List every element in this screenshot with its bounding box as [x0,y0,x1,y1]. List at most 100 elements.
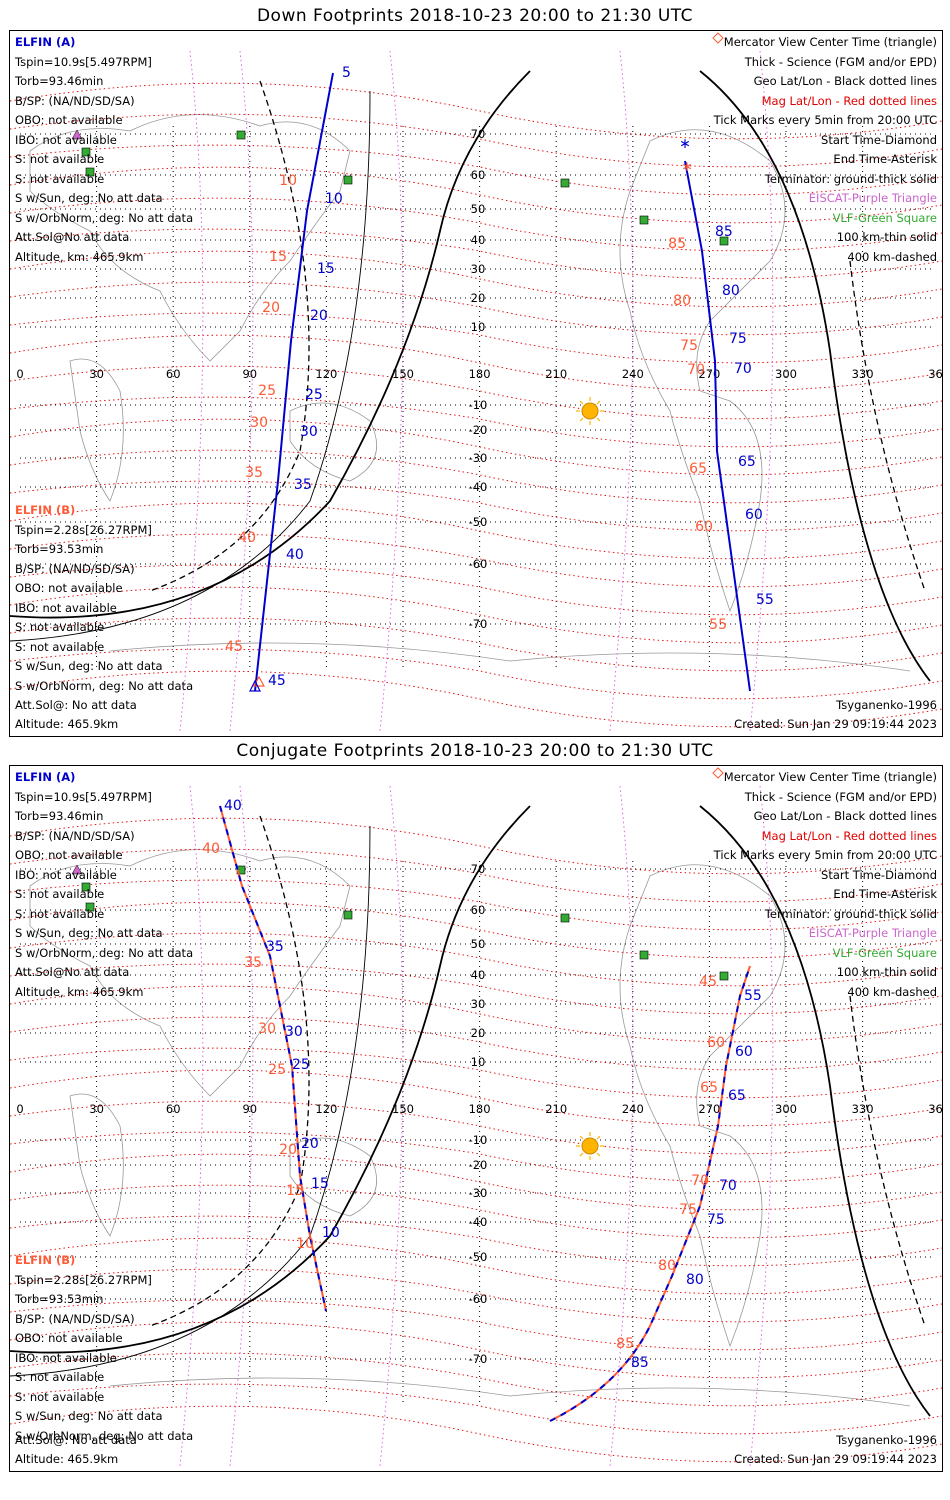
mag-parallel [10,985,942,1043]
coastline [29,114,351,362]
lat-tick-label: 40 [471,968,486,982]
elfin-a-tick-label: 10 [322,1225,340,1241]
mag-meridian [749,50,774,732]
elfin-b-tick-label: 70 [691,1173,709,1189]
mag-parallel [10,449,942,504]
elfin-b-tick-label: 45 [225,639,243,655]
elfin-b-tick-label: 15 [286,1183,304,1199]
mag-parallel [10,396,942,448]
conjugate-footprints-map: 0 30 60 90 120 150 180 210 240 270 300 330 360 70 60 50… [10,767,942,1467]
lon-tick-label: 360 [928,367,942,381]
elfin-a-line: Tspin=10.9s[5.497RPM] [15,789,152,804]
elfin-a-line: S w/OrbNorm, deg: No att data [15,210,194,225]
mag-parallel [10,312,942,364]
mag-parallel [10,1100,942,1155]
elfin-b-line: S w/Sun, deg: No att data [15,659,163,673]
elfin-a-info: ELFIN (A) Tspin=10.9s[5.497RPM] Torb=93.… [15,33,193,267]
lat-tick-label: -50 [469,515,488,529]
elfin-b-track-west [219,805,327,1312]
mag-parallel [10,879,942,931]
elfin-a-tick-label: 65 [728,1088,746,1104]
elfin-b-info: ELFIN (B) Tspin=2.28s[26.27RPM] Torb=93.… [15,501,193,696]
lat-tick-label: -40 [469,480,488,494]
legend-item: Terminator: ground-thick solid [764,171,937,186]
lat-tick-label: 50 [471,937,486,951]
lon-tick-label: 150 [392,367,414,381]
lat-tick-label: -70 [469,617,488,631]
lon-tick-label: 150 [392,1102,414,1116]
model-label: Tsyganenko-1996 [836,698,937,712]
lat-tick-label: -50 [469,1250,488,1264]
lon-tick-label: 60 [166,1102,181,1116]
lat-tick-label: 30 [471,997,486,1011]
elfin-a-tick-label: 70 [734,361,752,377]
dashed-400km-line-east [849,995,926,1327]
elfin-b-tick-label: 35 [245,465,263,481]
elfin-b-tick-label: 85 [668,236,686,252]
mag-parallel [10,281,942,336]
vlf-station-square [85,167,95,177]
legend-item: Start Time-Diamond [821,132,937,147]
mag-parallel [10,1383,942,1435]
legend-item: Geo Lat/Lon - Black dotted lines [753,809,937,823]
legend-item: End Time-Asterisk [833,152,937,166]
legend-item: Mag Lat/Lon - Red dotted lines [761,93,937,108]
elfin-a-tick-label: 15 [311,1176,329,1192]
elfin-a-tick-label: 60 [745,507,763,523]
mag-parallel [10,228,942,280]
legend-item: Geo Lat/Lon - Black dotted lines [753,74,937,88]
elfin-a-line: Tspin=10.9s[5.497RPM] [15,54,152,69]
mag-parallel [10,963,942,1015]
vlf-station-square [639,215,649,225]
start-time-diamond [712,32,724,44]
lat-tick-label: -40 [469,1215,488,1229]
elfin-b-line: Tspin=2.28s[26.27RPM] [15,522,152,537]
legend-item: 100 km-thin solid [836,965,937,979]
mag-parallel [10,1237,942,1295]
elfin-a-tick-label: 55 [756,592,774,608]
mag-parallel [10,1352,942,1407]
legend-item: Tick Marks every 5min from 20:00 UTC [713,113,937,127]
elfin-a-info: ELFIN (A) Tspin=10.9s[5.497RPM] Torb=93.… [15,768,193,1002]
terminator-west [10,805,531,1354]
elfin-a-tick-label: 75 [707,1212,725,1228]
lat-tick-label: 10 [471,320,486,334]
lat-tick-label: 20 [471,291,486,305]
mag-parallel [10,1047,942,1099]
lat-tick-label: 60 [471,903,486,917]
mag-meridian [179,785,204,1467]
elfin-b-altitude: Altitude: 465.9km [15,1452,119,1466]
elfin-b-tick-label: 10 [296,1236,314,1252]
elfin-a-tick-label: 85 [631,1355,649,1371]
lat-tick-label: -10 [469,398,488,412]
elfin-b-tick-label: 80 [658,1258,676,1274]
elfin-b-tick-label: 15 [269,249,287,265]
elfin-a-tick-label: 20 [310,308,328,324]
mag-parallel [10,1153,942,1211]
coastline [289,1137,378,1217]
sun-icon [581,402,599,420]
elfin-b-line: S w/OrbNorm, deg: No att data [15,1428,194,1443]
mag-parallel [10,670,942,728]
mag-parallel [10,1131,942,1183]
panel-title-down: Down Footprints 2018-10-23 20:00 to 21:3… [256,6,694,26]
elfin-a-tick-label: 10 [325,191,343,207]
lat-tick-label: 30 [471,262,486,276]
legend-item: VLF-Green Square [832,945,937,960]
lon-tick-label: 180 [469,367,491,381]
lon-tick-label: 90 [242,367,257,381]
elfin-b-tick-label: 80 [673,293,691,309]
elfin-a-line: Torb=93.46min [15,74,104,88]
elfin-a-tick-label: 75 [729,331,747,347]
elfin-b-tick-label: 30 [250,415,268,431]
legend-item: 400 km-dashed [847,249,937,264]
elfin-b-tick-label: 70 [687,362,705,378]
mag-parallel [10,502,942,560]
down-footprints-panel: 0306090120150180210240270300330360706050… [9,30,943,737]
sun-ray [579,1152,584,1157]
eiscat-triangle [71,129,83,140]
legend-item: Tick Marks every 5min from 20:00 UTC [713,848,937,862]
mag-parallel [10,1215,942,1267]
elfin-a-line: Att.Sol@No att data [15,965,130,979]
legend-item: Thick - Science (FGM and/or EPD) [744,789,937,804]
